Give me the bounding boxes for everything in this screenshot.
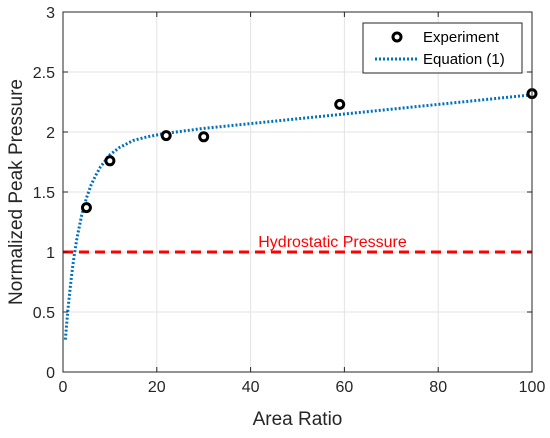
y-tick-label: 0	[46, 365, 55, 382]
legend-equation-label: Equation (1)	[423, 51, 505, 68]
experiment-marker	[160, 130, 172, 142]
series-markers	[80, 88, 538, 214]
experiment-marker	[198, 131, 210, 143]
x-tick-label: 100	[519, 379, 546, 396]
y-tick-label: 2.5	[33, 65, 55, 82]
legend-box	[362, 22, 523, 74]
legend: Experiment Equation (1)	[362, 22, 523, 74]
x-tick-label: 40	[242, 379, 260, 396]
experiment-marker	[104, 155, 116, 167]
series-lines	[63, 93, 533, 340]
x-tick-label: 0	[59, 379, 68, 396]
y-tick-label: 1	[46, 245, 55, 262]
equation-1-line	[63, 93, 533, 340]
y-tick-label: 1.5	[33, 185, 55, 202]
experiment-marker	[334, 98, 346, 110]
legend-experiment-marker	[391, 31, 403, 43]
x-axis-title: Area Ratio	[253, 409, 343, 430]
y-tick-label: 2	[46, 125, 55, 142]
ticks: 0 20 40 60 80 100 0 0.5 1 1.5 2 2.5 3	[33, 5, 546, 396]
x-tick-label: 80	[429, 379, 447, 396]
experiment-marker	[80, 202, 92, 214]
x-tick-label: 60	[336, 379, 354, 396]
y-tick-label: 3	[46, 5, 55, 22]
hydrostatic-pressure-label: Hydrostatic Pressure	[258, 234, 407, 251]
x-tick-label: 20	[148, 379, 166, 396]
reference-lines: Hydrostatic Pressure	[63, 234, 532, 254]
y-tick-label: 0.5	[33, 305, 55, 322]
legend-experiment-label: Experiment	[423, 29, 500, 46]
y-axis-title: Normalized Peak Pressure	[6, 79, 27, 305]
